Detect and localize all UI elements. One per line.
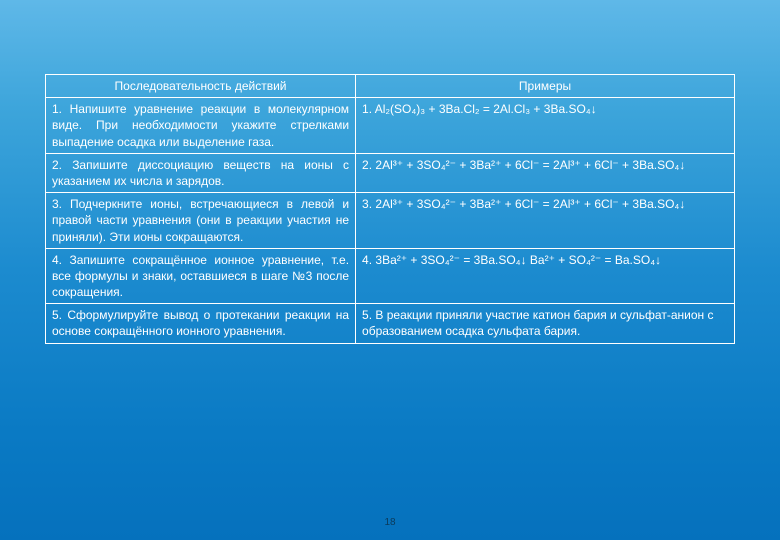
content-table: Последовательность действий Примеры 1. Н…	[45, 74, 735, 344]
table-row: 4. Запишите сокращённое ионное уравнение…	[46, 248, 735, 304]
table-row: 2. Запишите диссоциацию веществ на ионы …	[46, 153, 735, 192]
cell-action: 2. Запишите диссоциацию веществ на ионы …	[46, 153, 356, 192]
content-table-wrapper: Последовательность действий Примеры 1. Н…	[45, 74, 735, 344]
cell-action: 1. Напишите уравнение реакции в молекуля…	[46, 98, 356, 154]
cell-example: 2. 2Al³⁺ + 3SO₄²⁻ + 3Ba²⁺ + 6Cl⁻ = 2Al³⁺…	[356, 153, 735, 192]
header-col1: Последовательность действий	[46, 75, 356, 98]
header-row: Последовательность действий Примеры	[46, 75, 735, 98]
table-row: 5. Сформулируйте вывод о протекании реак…	[46, 304, 735, 343]
cell-action: 3. Подчеркните ионы, встречающиеся в лев…	[46, 193, 356, 249]
cell-example: 5. В реакции приняли участие катион бари…	[356, 304, 735, 343]
page-number: 18	[384, 517, 395, 528]
cell-example: 4. 3Ba²⁺ + 3SO₄²⁻ = 3Ba.SO₄↓ Ba²⁺ + SO₄²…	[356, 248, 735, 304]
cell-example: 1. Al₂(SO₄)₃ + 3Ba.Cl₂ = 2Al.Cl₃ + 3Ba.S…	[356, 98, 735, 154]
table-row: 3. Подчеркните ионы, встречающиеся в лев…	[46, 193, 735, 249]
header-col2: Примеры	[356, 75, 735, 98]
cell-action: 5. Сформулируйте вывод о протекании реак…	[46, 304, 356, 343]
cell-action: 4. Запишите сокращённое ионное уравнение…	[46, 248, 356, 304]
cell-example: 3. 2Al³⁺ + 3SO₄²⁻ + 3Ba²⁺ + 6Cl⁻ = 2Al³⁺…	[356, 193, 735, 249]
table-row: 1. Напишите уравнение реакции в молекуля…	[46, 98, 735, 154]
